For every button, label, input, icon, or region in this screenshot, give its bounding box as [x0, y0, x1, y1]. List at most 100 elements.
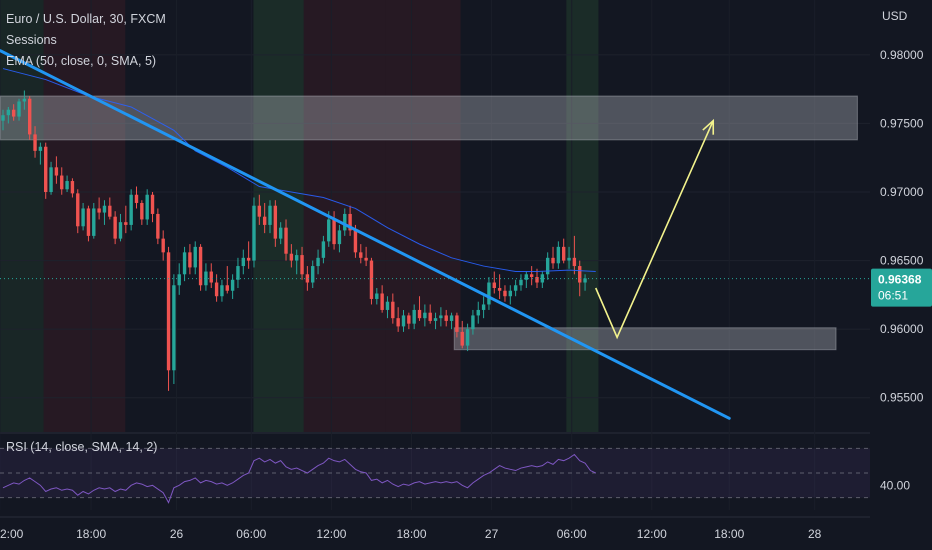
candle-body[interactable]	[545, 257, 550, 275]
candle-body[interactable]	[108, 205, 112, 217]
candle-body[interactable]	[353, 230, 358, 253]
candle-body[interactable]	[60, 175, 64, 190]
candle-body[interactable]	[156, 213, 160, 239]
symbol-title[interactable]: Euro / U.S. Dollar, 30, FXCM	[6, 12, 166, 26]
candle-body[interactable]	[487, 282, 491, 305]
candle-body[interactable]	[375, 293, 379, 299]
candle-body[interactable]	[305, 274, 310, 283]
candle-body[interactable]	[508, 290, 512, 297]
candle-body[interactable]	[182, 252, 187, 275]
candle-body[interactable]	[124, 222, 128, 225]
candle-body[interactable]	[268, 205, 272, 225]
candle-body[interactable]	[396, 318, 400, 327]
candle-body[interactable]	[92, 208, 96, 236]
candle-body[interactable]	[343, 213, 347, 231]
candle-body[interactable]	[289, 253, 294, 261]
candle-body[interactable]	[578, 266, 582, 283]
candle-body[interactable]	[150, 194, 155, 214]
candle-body[interactable]	[172, 285, 176, 371]
candle-body[interactable]	[476, 309, 480, 316]
candle-body[interactable]	[166, 252, 171, 371]
candle-body[interactable]	[428, 312, 432, 321]
candle-body[interactable]	[412, 309, 416, 324]
candle-body[interactable]	[1, 115, 5, 121]
candle-body[interactable]	[359, 252, 363, 258]
candle-body[interactable]	[214, 282, 219, 297]
candle-body[interactable]	[513, 285, 518, 291]
candle-body[interactable]	[198, 246, 203, 286]
candle-body[interactable]	[44, 146, 48, 192]
candle-body[interactable]	[449, 315, 454, 321]
candle-body[interactable]	[262, 216, 267, 225]
candle-body[interactable]	[134, 194, 139, 203]
candle-body[interactable]	[465, 329, 470, 346]
candle-body[interactable]	[161, 238, 165, 253]
candle-body[interactable]	[81, 208, 85, 227]
candle-body[interactable]	[497, 288, 502, 291]
rsi-pane[interactable]: 40.00	[0, 447, 910, 504]
candle-body[interactable]	[140, 202, 144, 220]
candle-body[interactable]	[433, 318, 438, 321]
candle-body[interactable]	[551, 257, 555, 264]
candle-body[interactable]	[321, 241, 326, 258]
candle-body[interactable]	[364, 257, 368, 261]
candle-body[interactable]	[204, 271, 208, 286]
candle-body[interactable]	[225, 285, 229, 291]
candle-body[interactable]	[348, 213, 352, 231]
candle-body[interactable]	[471, 315, 475, 330]
candle-body[interactable]	[145, 194, 149, 220]
time-axis[interactable]: 2:00 18:00 26 06:00 12:00 18:00 27 06:00 12:00 18…	[0, 527, 822, 541]
candle-body[interactable]	[118, 222, 123, 239]
candle-body[interactable]	[252, 205, 256, 261]
candle-body[interactable]	[524, 274, 529, 280]
candle-body[interactable]	[311, 266, 315, 283]
candle-body[interactable]	[385, 301, 390, 310]
candle-body[interactable]	[535, 277, 539, 283]
candle-body[interactable]	[6, 109, 11, 116]
candle-body[interactable]	[481, 304, 486, 310]
candle-body[interactable]	[455, 315, 459, 332]
candle-body[interactable]	[337, 230, 342, 245]
candle-body[interactable]	[401, 315, 406, 327]
candle-body[interactable]	[407, 315, 411, 324]
candle-body[interactable]	[38, 146, 43, 151]
rsi-indicator-label[interactable]: RSI (14, close, SMA, 14, 2)	[6, 440, 158, 454]
candle-body[interactable]	[460, 331, 464, 346]
candle-body[interactable]	[28, 98, 32, 135]
candle-body[interactable]	[113, 216, 117, 239]
candle-body[interactable]	[70, 181, 75, 194]
candle-body[interactable]	[209, 271, 213, 283]
candle-body[interactable]	[444, 315, 448, 321]
candle-body[interactable]	[22, 98, 27, 102]
candle-body[interactable]	[257, 205, 262, 217]
candle-body[interactable]	[417, 309, 422, 319]
candle-body[interactable]	[177, 274, 181, 286]
candle-body[interactable]	[316, 257, 320, 267]
candle-body[interactable]	[439, 315, 443, 319]
candle-body[interactable]	[11, 109, 16, 117]
candle-body[interactable]	[33, 134, 37, 151]
candle-body[interactable]	[188, 252, 192, 268]
candle-body[interactable]	[380, 293, 384, 310]
candle-body[interactable]	[492, 282, 496, 288]
candle-body[interactable]	[241, 257, 245, 267]
candle-body[interactable]	[556, 246, 561, 264]
candles[interactable]	[1, 90, 587, 391]
candle-body[interactable]	[220, 285, 224, 297]
sessions-indicator-label[interactable]: Sessions	[6, 33, 57, 47]
candle-body[interactable]	[423, 312, 427, 319]
candle-body[interactable]	[76, 193, 80, 227]
candle-body[interactable]	[300, 255, 304, 275]
candle-body[interactable]	[97, 208, 101, 213]
candle-body[interactable]	[129, 194, 133, 225]
candle-body[interactable]	[567, 257, 571, 261]
candle-body[interactable]	[230, 279, 235, 291]
candle-body[interactable]	[236, 266, 240, 280]
candle-body[interactable]	[332, 219, 336, 245]
candle-body[interactable]	[529, 274, 534, 278]
candle-body[interactable]	[583, 278, 587, 283]
candle-body[interactable]	[54, 167, 59, 176]
candle-body[interactable]	[391, 301, 395, 319]
candle-body[interactable]	[246, 257, 251, 261]
